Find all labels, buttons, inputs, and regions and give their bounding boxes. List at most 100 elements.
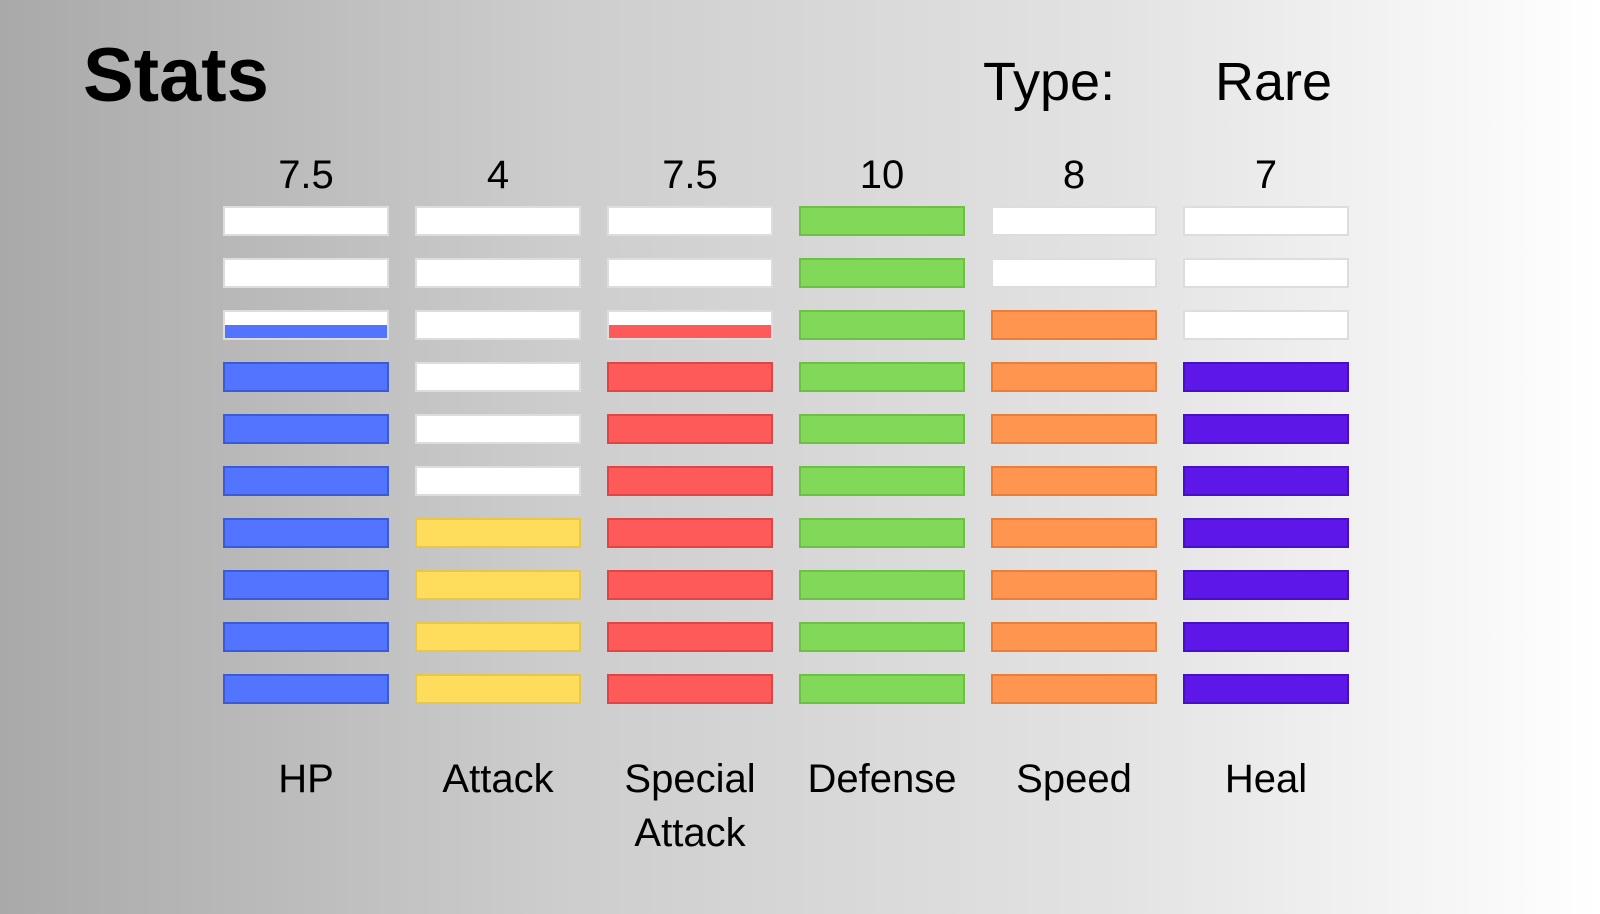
stat-segment-fill xyxy=(609,624,771,650)
stat-segment xyxy=(223,310,389,340)
stat-segment xyxy=(223,206,389,236)
stat-segment xyxy=(799,310,965,340)
stat-segment xyxy=(223,570,389,600)
stat-segment xyxy=(991,674,1157,704)
stat-segment xyxy=(415,258,581,288)
stat-segment xyxy=(607,518,773,548)
stat-segment xyxy=(607,414,773,444)
stat-segment xyxy=(799,466,965,496)
stat-segment-fill xyxy=(1185,416,1347,442)
stat-segment-fill xyxy=(993,624,1155,650)
stat-segment xyxy=(991,414,1157,444)
stat-segment xyxy=(607,206,773,236)
stat-segment-fill xyxy=(225,520,387,546)
stat-label-heal: Heal xyxy=(1224,757,1308,801)
stat-segment xyxy=(415,362,581,392)
stat-segment xyxy=(415,570,581,600)
stat-segment xyxy=(415,518,581,548)
stat-segment-fill xyxy=(801,624,963,650)
stat-segment-fill xyxy=(1185,572,1347,598)
stat-segment-fill xyxy=(801,260,963,286)
stat-segment-fill xyxy=(225,325,387,338)
stat-segment xyxy=(1183,622,1349,652)
stat-segment-fill xyxy=(1185,624,1347,650)
stat-bar xyxy=(991,206,1157,704)
stat-segment-fill xyxy=(225,468,387,494)
stat-segment xyxy=(799,518,965,548)
stat-value: 4 xyxy=(486,153,510,197)
stat-column-attack: 4 xyxy=(415,150,581,726)
stat-segment-fill xyxy=(1185,364,1347,390)
stat-segment xyxy=(991,362,1157,392)
stat-segment-fill xyxy=(801,416,963,442)
stat-column-heal: 7 xyxy=(1183,150,1349,726)
stat-segment-fill xyxy=(993,520,1155,546)
stat-segment-fill xyxy=(993,468,1155,494)
stat-segment xyxy=(415,674,581,704)
stat-segment-fill xyxy=(993,364,1155,390)
stat-segment xyxy=(223,622,389,652)
stat-value: 7.5 xyxy=(662,153,718,197)
stat-segment-fill xyxy=(225,624,387,650)
stat-value: 7 xyxy=(1254,153,1278,197)
stat-segment-fill xyxy=(417,676,579,702)
stat-segment xyxy=(223,674,389,704)
stat-segment-fill xyxy=(609,572,771,598)
stat-segment-fill xyxy=(417,520,579,546)
type-label: Type: xyxy=(983,52,1116,112)
stat-segment-fill xyxy=(801,572,963,598)
stat-value: 7.5 xyxy=(278,153,334,197)
stat-segment-fill xyxy=(609,468,771,494)
stat-segment xyxy=(991,310,1157,340)
stat-segment xyxy=(223,518,389,548)
stat-segment xyxy=(799,362,965,392)
stat-segment-fill xyxy=(993,312,1155,338)
stat-segment xyxy=(799,258,965,288)
stat-segment-fill xyxy=(225,364,387,390)
stat-label-attack: Attack xyxy=(442,757,554,801)
stat-segment xyxy=(1183,570,1349,600)
stat-segment xyxy=(223,258,389,288)
stat-segment-fill xyxy=(609,676,771,702)
stat-bar xyxy=(1183,206,1349,704)
stat-segment xyxy=(1183,206,1349,236)
stat-segment xyxy=(1183,466,1349,496)
stat-bar xyxy=(607,206,773,704)
page-title: Stats xyxy=(83,33,269,118)
stat-segment xyxy=(799,570,965,600)
stat-column-speed: 8 xyxy=(991,150,1157,726)
stat-segment-fill xyxy=(801,364,963,390)
stat-bar xyxy=(223,206,389,704)
stat-segment-fill xyxy=(417,624,579,650)
stat-segment xyxy=(991,466,1157,496)
stat-segment xyxy=(223,466,389,496)
stat-segment xyxy=(607,570,773,600)
stat-segment-fill xyxy=(1185,520,1347,546)
stat-segment xyxy=(415,414,581,444)
stat-segment xyxy=(991,518,1157,548)
stat-segment xyxy=(607,674,773,704)
stat-column-hp: 7.5 xyxy=(223,150,389,726)
stat-segment-fill xyxy=(993,676,1155,702)
stat-label-special-attack: Special Attack xyxy=(624,757,756,855)
type-value: Rare xyxy=(1215,52,1333,112)
stat-label-defense: Defense xyxy=(807,757,957,801)
stat-segment xyxy=(1183,414,1349,444)
stat-value: 10 xyxy=(859,153,905,197)
stat-column-special-attack: 7.5 xyxy=(607,150,773,726)
stat-column-defense: 10 xyxy=(799,150,965,726)
stat-segment-fill xyxy=(225,676,387,702)
stat-segment-fill xyxy=(609,364,771,390)
stat-segment xyxy=(607,310,773,340)
stat-segment-fill xyxy=(225,416,387,442)
stat-segment-fill xyxy=(993,572,1155,598)
stat-segment xyxy=(415,466,581,496)
stat-segment xyxy=(991,258,1157,288)
stat-segment-fill xyxy=(417,572,579,598)
stat-segment-fill xyxy=(801,312,963,338)
stat-bar xyxy=(799,206,965,704)
stat-segment-fill xyxy=(801,468,963,494)
stat-segment xyxy=(415,206,581,236)
stat-segment xyxy=(799,414,965,444)
stat-segment xyxy=(415,310,581,340)
